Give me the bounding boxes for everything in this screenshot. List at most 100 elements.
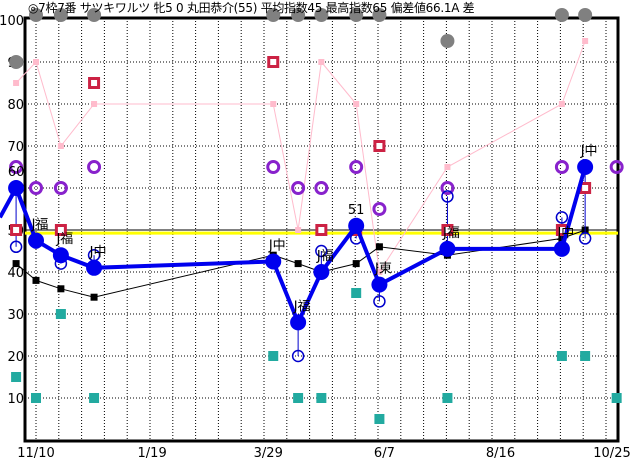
purple-circle-point bbox=[609, 160, 624, 174]
hollow-circle-point bbox=[291, 349, 305, 363]
main-point-label: J福 bbox=[31, 218, 49, 233]
pink-series-line bbox=[15, 40, 586, 274]
main-point-label: J中 bbox=[580, 144, 598, 159]
gray-circle-point bbox=[314, 8, 329, 22]
y-tick-label: 40 bbox=[7, 266, 24, 281]
teal-square-point bbox=[31, 393, 41, 403]
x-tick-label: 8/16 bbox=[486, 446, 515, 460]
teal-square-point bbox=[611, 393, 622, 403]
x-tick-label: 3/29 bbox=[254, 446, 283, 460]
average-point bbox=[294, 260, 302, 268]
red-square-point bbox=[54, 224, 67, 236]
teal-square-point bbox=[580, 351, 591, 361]
main-point bbox=[577, 159, 594, 175]
purple-circle-point bbox=[291, 181, 306, 195]
pink-point bbox=[57, 143, 64, 149]
red-square-point bbox=[315, 224, 328, 236]
pink-point bbox=[582, 38, 589, 44]
pink-point bbox=[353, 101, 360, 107]
purple-circle-point bbox=[440, 181, 455, 195]
main-point bbox=[28, 232, 44, 249]
main-point bbox=[313, 264, 330, 280]
main-point-label: J中 bbox=[268, 239, 286, 254]
teal-square-point bbox=[442, 393, 453, 403]
pink-point bbox=[558, 101, 565, 107]
gray-circle-point bbox=[349, 8, 364, 22]
purple-circle-point bbox=[372, 202, 387, 216]
main-point bbox=[439, 240, 456, 257]
main-point-label: 51 bbox=[348, 203, 365, 218]
x-tick-label: 6/7 bbox=[374, 446, 395, 460]
teal-square-point bbox=[89, 393, 100, 403]
y-tick-label: 100 bbox=[0, 14, 24, 29]
hollow-circle-point bbox=[441, 190, 454, 203]
purple-circle-point bbox=[29, 181, 43, 195]
teal-square-point bbox=[316, 393, 327, 403]
average-point bbox=[352, 260, 360, 268]
main-point bbox=[265, 253, 282, 270]
main-point-label: J福 bbox=[293, 299, 311, 314]
main-point bbox=[290, 314, 307, 331]
purple-circle-point bbox=[9, 160, 24, 174]
pink-point bbox=[91, 101, 98, 107]
purple-circle-point bbox=[87, 160, 102, 174]
gray-circle-point bbox=[29, 8, 43, 22]
teal-square-point bbox=[11, 372, 22, 382]
hollow-circle-point bbox=[555, 211, 569, 224]
main-point bbox=[8, 180, 25, 196]
average-point bbox=[90, 293, 98, 301]
teal-square-point bbox=[268, 351, 279, 361]
gray-circle-point bbox=[372, 8, 387, 22]
x-tick-label: 10/25 bbox=[593, 446, 630, 460]
main-point-label: J福 bbox=[55, 232, 73, 247]
red-square-point bbox=[441, 224, 454, 236]
main-point-label: J中 bbox=[556, 226, 574, 241]
main-point-label: J中 bbox=[89, 245, 107, 260]
main-point-label: J福 bbox=[442, 226, 460, 241]
gray-circle-point bbox=[554, 8, 569, 22]
purple-circle-point bbox=[266, 160, 281, 174]
red-square-point bbox=[88, 77, 101, 89]
average-series-line bbox=[15, 229, 586, 298]
pink-point bbox=[318, 59, 325, 65]
pink-point bbox=[13, 80, 20, 86]
teal-square-point bbox=[293, 393, 304, 403]
teal-square-point bbox=[55, 309, 66, 319]
y-tick-label: 30 bbox=[7, 308, 24, 323]
red-square-point bbox=[373, 140, 386, 152]
main-point bbox=[52, 247, 69, 264]
purple-circle-point bbox=[314, 181, 329, 195]
pink-point bbox=[295, 227, 302, 233]
main-point-label: J東 bbox=[374, 261, 392, 277]
average-point bbox=[375, 243, 383, 251]
average-point bbox=[57, 285, 65, 293]
y-tick-label: 20 bbox=[7, 350, 24, 365]
y-tick-label: 80 bbox=[7, 98, 24, 113]
red-square-point bbox=[10, 224, 23, 236]
average-point bbox=[12, 260, 20, 268]
pink-point bbox=[444, 164, 451, 170]
gray-circle-point bbox=[9, 55, 24, 69]
gray-circle-point bbox=[291, 8, 306, 22]
purple-circle-point bbox=[554, 160, 569, 174]
purple-circle-point bbox=[349, 160, 364, 174]
pink-point bbox=[376, 269, 383, 275]
main-point-label: 60 bbox=[8, 165, 25, 180]
main-point bbox=[86, 259, 103, 276]
gray-circle-point bbox=[578, 8, 593, 22]
gray-circle-point bbox=[53, 8, 68, 22]
pink-point bbox=[33, 59, 39, 65]
teal-square-point bbox=[556, 351, 567, 361]
main-point bbox=[371, 276, 388, 293]
hollow-circle-point bbox=[9, 240, 23, 254]
pink-point bbox=[270, 101, 277, 107]
gray-circle-point bbox=[87, 8, 102, 22]
y-tick-label: 10 bbox=[7, 392, 24, 407]
hollow-circle-point bbox=[578, 232, 592, 245]
chart-title: ◎7枠7番 サツキワルツ 牝5 0 丸田恭介(55) 平均指数45 最高指数65… bbox=[28, 1, 475, 15]
teal-square-point bbox=[374, 414, 385, 424]
main-point bbox=[553, 240, 570, 257]
hollow-circle-point bbox=[373, 295, 386, 308]
red-square-point bbox=[267, 56, 280, 68]
